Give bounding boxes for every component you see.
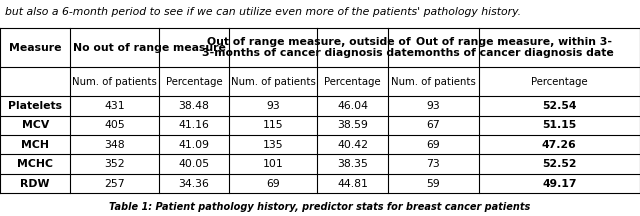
- Text: 52.54: 52.54: [542, 101, 577, 111]
- Text: 405: 405: [104, 120, 125, 130]
- Text: 59: 59: [426, 179, 440, 189]
- Text: 115: 115: [263, 120, 284, 130]
- Text: MCH: MCH: [21, 140, 49, 150]
- Text: 46.04: 46.04: [337, 101, 368, 111]
- Text: 34.36: 34.36: [179, 179, 209, 189]
- Text: 38.59: 38.59: [337, 120, 368, 130]
- Text: Measure: Measure: [9, 43, 61, 52]
- Text: 93: 93: [426, 101, 440, 111]
- Text: 40.05: 40.05: [179, 159, 209, 169]
- Text: 348: 348: [104, 140, 125, 150]
- Text: 101: 101: [263, 159, 284, 169]
- Text: 257: 257: [104, 179, 125, 189]
- Text: Num. of patients: Num. of patients: [72, 76, 157, 87]
- Text: 40.42: 40.42: [337, 140, 368, 150]
- Text: MCV: MCV: [22, 120, 49, 130]
- Text: 38.48: 38.48: [179, 101, 209, 111]
- Text: 73: 73: [426, 159, 440, 169]
- Text: 135: 135: [263, 140, 284, 150]
- Text: Out of range measure, outside of
3-months of cancer diagnosis date: Out of range measure, outside of 3-month…: [202, 37, 415, 58]
- Text: 93: 93: [266, 101, 280, 111]
- Text: 431: 431: [104, 101, 125, 111]
- Text: 49.17: 49.17: [542, 179, 577, 189]
- Text: 52.52: 52.52: [542, 159, 577, 169]
- Text: 51.15: 51.15: [542, 120, 577, 130]
- Text: Percentage: Percentage: [531, 76, 588, 87]
- Text: 47.26: 47.26: [542, 140, 577, 150]
- Text: MCHC: MCHC: [17, 159, 53, 169]
- Text: Percentage: Percentage: [166, 76, 222, 87]
- Text: 41.09: 41.09: [179, 140, 209, 150]
- Text: but also a 6-month period to see if we can utilize even more of the patients' pa: but also a 6-month period to see if we c…: [5, 7, 521, 17]
- Text: 41.16: 41.16: [179, 120, 209, 130]
- Text: 69: 69: [426, 140, 440, 150]
- Text: No out of range measure: No out of range measure: [74, 43, 226, 52]
- Text: Percentage: Percentage: [324, 76, 381, 87]
- Text: 69: 69: [266, 179, 280, 189]
- Text: 352: 352: [104, 159, 125, 169]
- Text: Table 1: Patient pathology history, predictor stats for breast cancer patients: Table 1: Patient pathology history, pred…: [109, 202, 531, 212]
- Text: Out of range measure, within 3-
months of cancer diagnosis date: Out of range measure, within 3- months o…: [414, 37, 614, 58]
- Text: 67: 67: [426, 120, 440, 130]
- Text: Num. of patients: Num. of patients: [231, 76, 316, 87]
- Text: Platelets: Platelets: [8, 101, 62, 111]
- Text: 44.81: 44.81: [337, 179, 368, 189]
- Text: RDW: RDW: [20, 179, 50, 189]
- Text: Num. of patients: Num. of patients: [391, 76, 476, 87]
- Text: 38.35: 38.35: [337, 159, 368, 169]
